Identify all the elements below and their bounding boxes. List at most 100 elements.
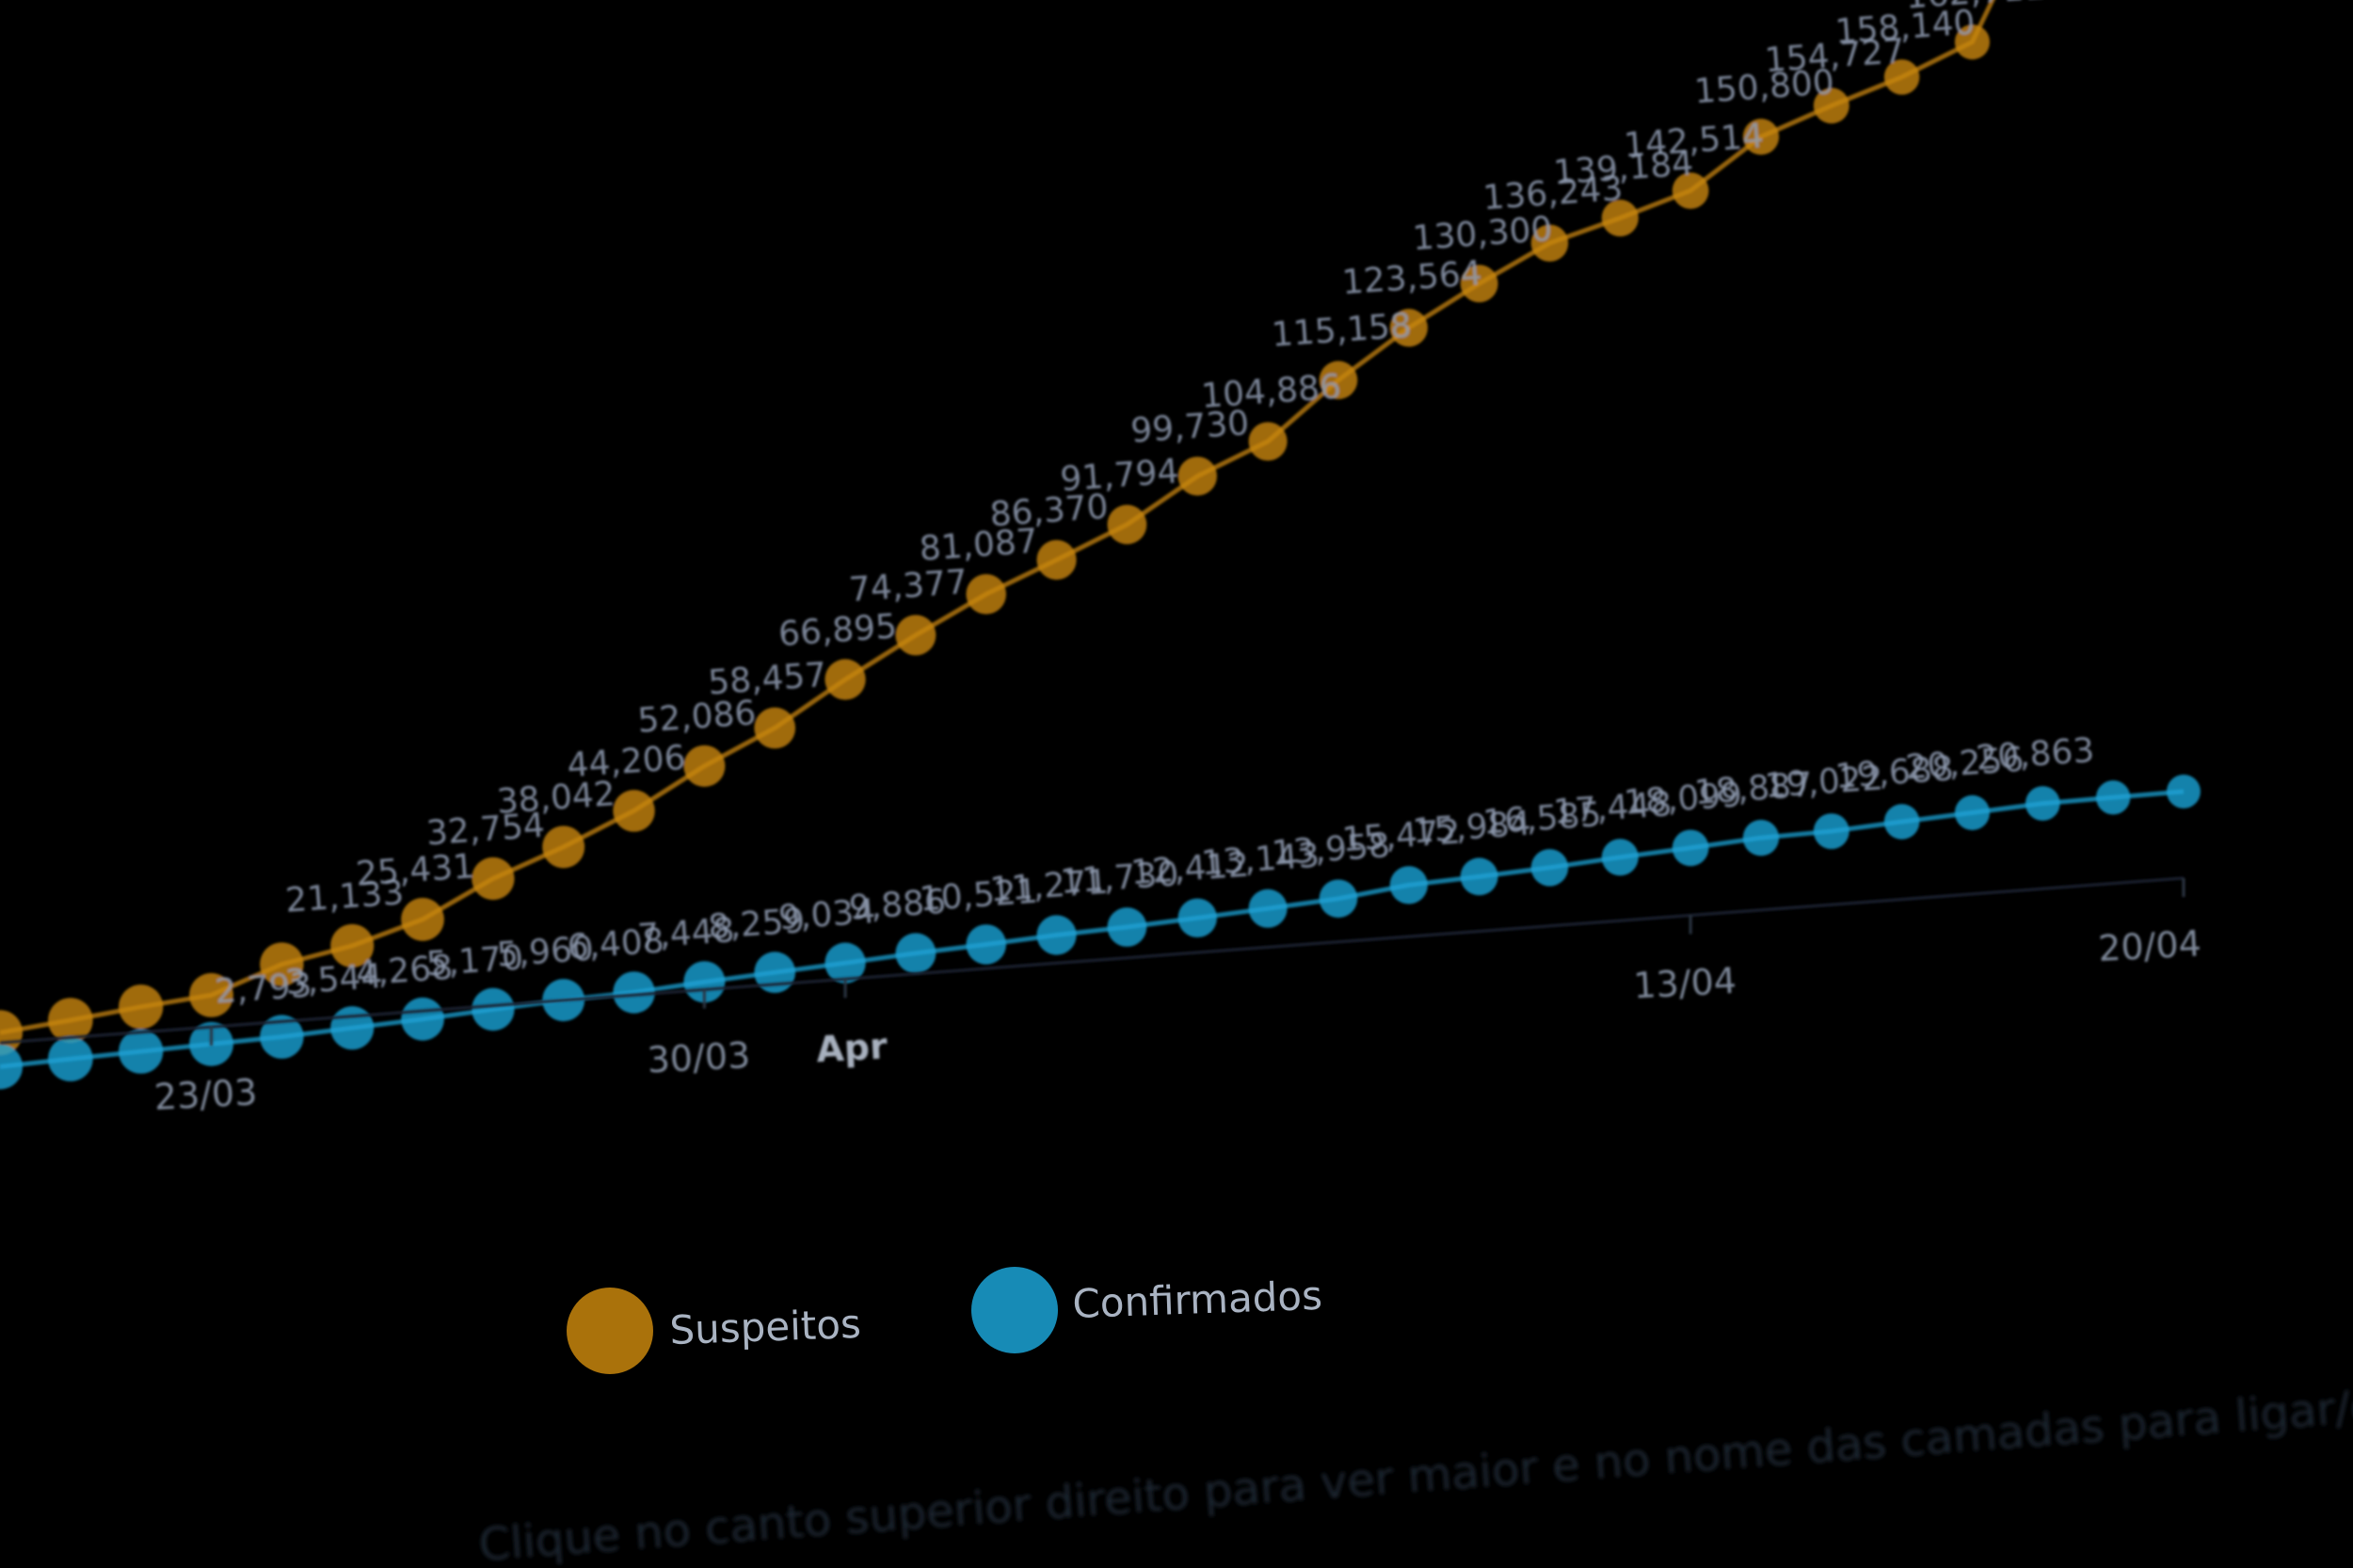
data-point[interactable] (48, 998, 93, 1043)
data-label: 12,412 (1129, 846, 1251, 893)
data-point[interactable] (1248, 888, 1288, 928)
data-point[interactable] (1319, 879, 1358, 919)
data-label: 52,086 (636, 694, 758, 741)
data-point[interactable] (1601, 839, 1639, 876)
data-label: 66,895 (777, 607, 899, 654)
data-point[interactable] (1177, 456, 1217, 496)
data-label: 15,984 (1411, 805, 1532, 852)
data-point[interactable] (1954, 794, 1991, 831)
data-label: 142,514 (1623, 117, 1765, 165)
data-label: 162,711 (1904, 0, 2046, 17)
data-point[interactable] (754, 707, 796, 749)
data-point[interactable] (1107, 504, 1147, 545)
data-label: 32,754 (425, 807, 547, 854)
data-point[interactable] (472, 987, 515, 1032)
data-label: 18,887 (1693, 766, 1815, 813)
data-point[interactable] (1460, 264, 1498, 303)
data-point[interactable] (683, 744, 726, 787)
data-point[interactable] (824, 659, 866, 700)
data-point[interactable] (1460, 857, 1498, 896)
data-point[interactable] (2095, 780, 2131, 815)
data-point[interactable] (330, 1006, 375, 1050)
data-point[interactable] (1672, 172, 1709, 209)
data-point[interactable] (48, 1036, 93, 1081)
data-point[interactable] (824, 942, 866, 984)
data-label: 5,960 (495, 930, 595, 975)
data-label: 13,958 (1271, 826, 1392, 873)
data-point[interactable] (0, 1010, 23, 1056)
data-point[interactable] (2025, 786, 2060, 822)
data-point[interactable] (1813, 88, 1849, 124)
data-point[interactable] (2167, 774, 2201, 808)
data-point[interactable] (119, 1029, 164, 1074)
data-label: 16,585 (1481, 795, 1603, 842)
data-label: 15,472 (1341, 813, 1463, 860)
legend[interactable]: Suspeitos Confirmados (567, 1267, 1323, 1374)
data-label: 99,730 (1129, 404, 1251, 451)
data-label: 11,271 (988, 863, 1110, 910)
data-point[interactable] (1177, 898, 1217, 938)
data-point[interactable] (330, 923, 375, 968)
legend-label: Confirmados (1072, 1272, 1323, 1327)
data-point[interactable] (1601, 200, 1639, 237)
data-label: 19,022 (1764, 759, 1885, 806)
data-label: 20,863 (1975, 731, 2096, 778)
series-confirmados: 2,7933,5444,2685,1705,9606,4087,4488,259… (0, 731, 2201, 1090)
data-point[interactable] (966, 574, 1007, 615)
data-point[interactable] (1813, 813, 1849, 850)
data-point[interactable] (260, 1015, 304, 1059)
data-point[interactable] (1036, 539, 1077, 580)
data-point[interactable] (895, 615, 936, 656)
data-point[interactable] (260, 942, 304, 986)
data-point[interactable] (1742, 119, 1780, 155)
data-point[interactable] (1530, 849, 1569, 887)
data-point[interactable] (401, 997, 444, 1041)
data-point[interactable] (1883, 59, 1920, 95)
data-label: 2,793 (214, 967, 313, 1012)
data-point[interactable] (1883, 804, 1920, 840)
plot-area: 21,13325,43132,75438,04244,20652,08658,4… (0, 0, 2201, 1090)
data-point[interactable] (542, 825, 585, 869)
data-point[interactable] (1742, 820, 1780, 856)
data-point[interactable] (683, 961, 726, 1003)
legend-label: Suspeitos (669, 1301, 862, 1353)
data-label: 25,431 (355, 847, 476, 894)
data-point[interactable] (1530, 224, 1569, 263)
data-label: 74,377 (848, 563, 969, 610)
legend-item-confirmados[interactable]: Confirmados (971, 1267, 1323, 1353)
data-point[interactable] (1319, 360, 1358, 400)
data-point[interactable] (472, 856, 515, 901)
data-point[interactable] (0, 1044, 23, 1090)
data-label: 18,099 (1623, 776, 1744, 823)
data-label: 8,259 (707, 902, 807, 947)
data-point[interactable] (613, 790, 655, 832)
legend-item-suspeitos[interactable]: Suspeitos (567, 1288, 862, 1374)
data-point[interactable] (401, 898, 444, 941)
data-label: 104,886 (1200, 368, 1342, 416)
footer-instructions: Clique no canto superior direito para ve… (477, 1368, 2353, 1568)
data-point[interactable] (1107, 907, 1147, 947)
data-point[interactable] (966, 924, 1007, 965)
data-point[interactable] (613, 971, 655, 1014)
data-label: 21,133 (284, 873, 406, 920)
data-point[interactable] (119, 984, 164, 1030)
data-label: 11,730 (1059, 855, 1180, 902)
data-point[interactable] (189, 972, 233, 1017)
series-line (0, 789, 2185, 1069)
data-label: 6,408 (566, 921, 665, 967)
data-label: 81,087 (919, 522, 1040, 569)
footer-note: Clique no canto superior direito para ve… (477, 1368, 2353, 1568)
data-point[interactable] (1389, 309, 1428, 347)
data-point[interactable] (895, 933, 936, 974)
data-point[interactable] (1248, 422, 1288, 461)
data-point[interactable] (1036, 915, 1077, 955)
data-label: 86,370 (988, 488, 1110, 535)
data-point[interactable] (1389, 866, 1428, 904)
data-point[interactable] (1954, 24, 1991, 60)
x-tick-label: 20/04 (2097, 922, 2202, 969)
x-tick-label: 23/03 (153, 1071, 259, 1118)
data-point[interactable] (1672, 829, 1709, 867)
x-axis-line (0, 876, 2185, 1045)
